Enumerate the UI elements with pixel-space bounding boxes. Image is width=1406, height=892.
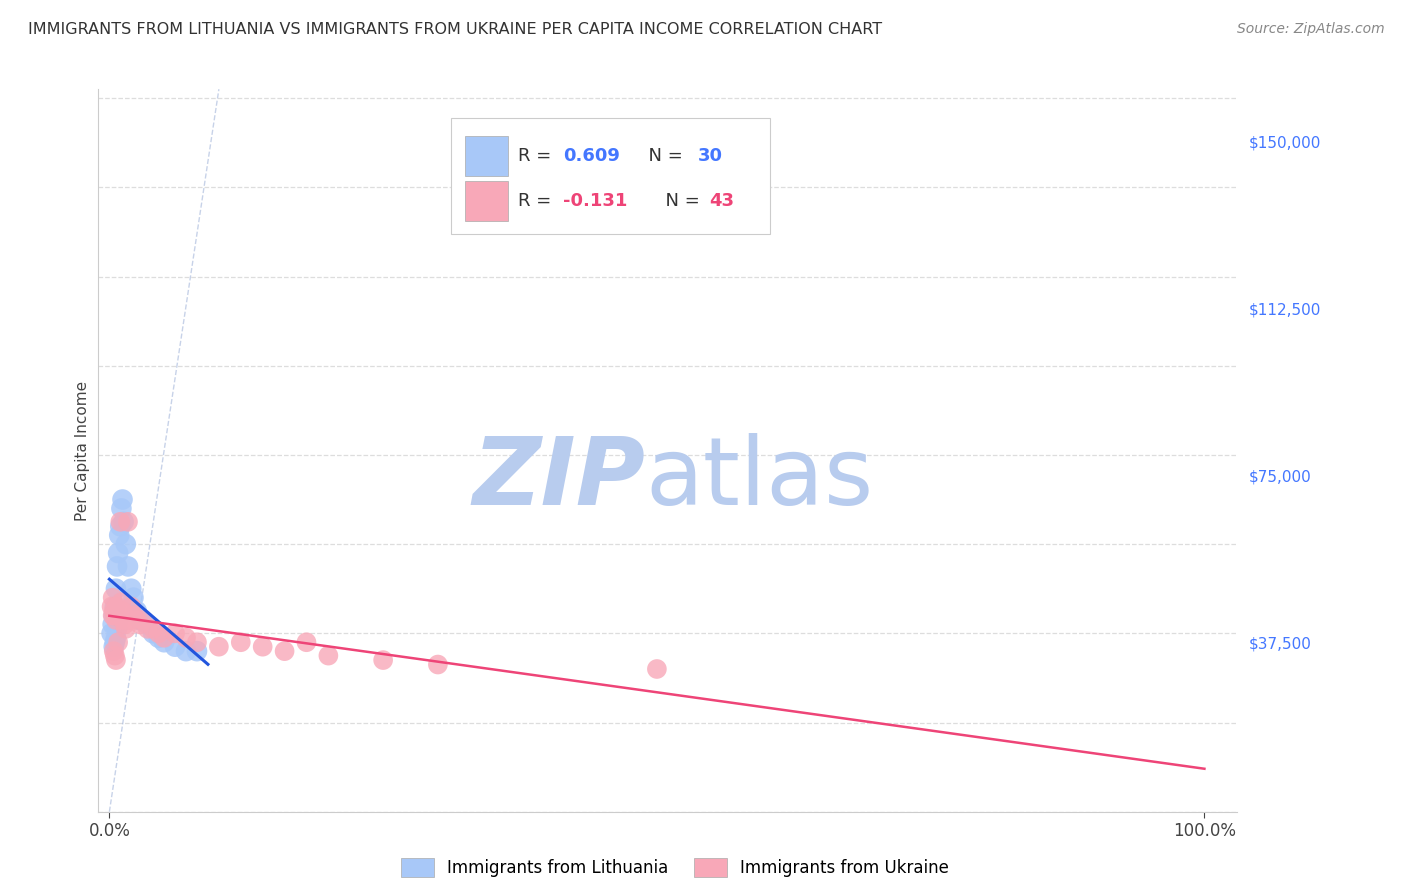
Point <box>100 626 122 640</box>
Point <box>105 622 128 636</box>
Point <box>107 546 129 560</box>
Text: 0.609: 0.609 <box>562 147 620 165</box>
Point <box>104 608 127 623</box>
Point <box>114 617 136 632</box>
Bar <box>465 181 509 220</box>
FancyBboxPatch shape <box>451 118 770 234</box>
Point <box>111 492 134 507</box>
Point <box>114 537 136 551</box>
Text: R =: R = <box>517 192 557 211</box>
Point <box>103 640 125 654</box>
Point <box>208 640 231 654</box>
Point <box>318 648 340 663</box>
Point <box>165 640 187 654</box>
Point <box>104 582 127 596</box>
Text: -0.131: -0.131 <box>562 192 627 211</box>
Point <box>142 622 165 636</box>
Point <box>122 608 145 623</box>
Point <box>153 635 176 649</box>
Point <box>122 591 145 605</box>
Text: 30: 30 <box>697 147 723 165</box>
Point <box>108 528 131 542</box>
Text: $37,500: $37,500 <box>1249 637 1312 652</box>
Text: $112,500: $112,500 <box>1249 302 1320 318</box>
Point <box>120 599 142 614</box>
Point <box>117 559 139 574</box>
Point <box>105 559 128 574</box>
Point <box>120 582 142 596</box>
Point <box>136 622 159 636</box>
Text: N =: N = <box>637 147 689 165</box>
Point <box>426 657 449 672</box>
Text: IMMIGRANTS FROM LITHUANIA VS IMMIGRANTS FROM UKRAINE PER CAPITA INCOME CORRELATI: IMMIGRANTS FROM LITHUANIA VS IMMIGRANTS … <box>28 22 882 37</box>
Point <box>273 644 295 658</box>
Text: N =: N = <box>654 192 706 211</box>
Text: atlas: atlas <box>645 434 873 525</box>
Point <box>117 515 139 529</box>
Point <box>108 608 131 623</box>
Point <box>104 648 127 663</box>
Point <box>148 631 170 645</box>
Point <box>104 613 127 627</box>
Point <box>107 613 129 627</box>
Legend: Immigrants from Lithuania, Immigrants from Ukraine: Immigrants from Lithuania, Immigrants fr… <box>394 851 956 884</box>
Point <box>118 613 141 627</box>
Point <box>104 653 127 667</box>
Point <box>229 635 252 649</box>
Point <box>142 626 165 640</box>
Point <box>103 608 125 623</box>
Point <box>153 631 176 645</box>
Point <box>252 640 274 654</box>
Point <box>129 613 152 627</box>
Text: $75,000: $75,000 <box>1249 470 1312 484</box>
Point <box>112 515 135 529</box>
Point <box>136 617 159 632</box>
Point <box>174 631 197 645</box>
Point <box>110 595 132 609</box>
Point <box>125 604 148 618</box>
Point <box>101 617 124 632</box>
Bar <box>465 136 509 176</box>
Point <box>100 599 122 614</box>
Point <box>111 604 134 618</box>
Point <box>107 604 129 618</box>
Point <box>186 635 208 649</box>
Text: Source: ZipAtlas.com: Source: ZipAtlas.com <box>1237 22 1385 37</box>
Point <box>373 653 395 667</box>
Point <box>129 617 152 632</box>
Y-axis label: Per Capita Income: Per Capita Income <box>75 380 90 521</box>
Point <box>295 635 318 649</box>
Text: R =: R = <box>517 147 557 165</box>
Point <box>104 635 127 649</box>
Point <box>115 613 138 627</box>
Point <box>165 626 187 640</box>
Point <box>110 501 132 516</box>
Point <box>101 591 124 605</box>
Point <box>112 613 135 627</box>
Point <box>131 613 153 627</box>
Point <box>101 608 124 623</box>
Point <box>174 644 197 658</box>
Point <box>103 644 125 658</box>
Point <box>105 599 128 614</box>
Point <box>104 599 127 614</box>
Point <box>148 626 170 640</box>
Text: ZIP: ZIP <box>472 434 645 525</box>
Point <box>110 519 132 533</box>
Point <box>110 515 132 529</box>
Point <box>104 631 127 645</box>
Point <box>114 622 136 636</box>
Point <box>103 604 125 618</box>
Point <box>107 635 129 649</box>
Point <box>125 613 148 627</box>
Text: 43: 43 <box>709 192 734 211</box>
Point <box>645 662 668 676</box>
Text: $150,000: $150,000 <box>1249 136 1320 150</box>
Point <box>186 644 208 658</box>
